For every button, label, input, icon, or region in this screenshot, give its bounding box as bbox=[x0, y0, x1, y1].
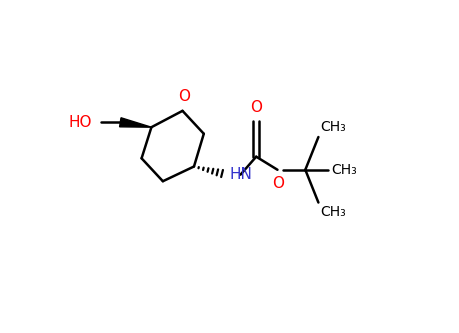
Text: CH₃: CH₃ bbox=[319, 121, 345, 135]
Text: CH₃: CH₃ bbox=[319, 205, 345, 219]
Text: CH₃: CH₃ bbox=[330, 163, 356, 177]
Polygon shape bbox=[119, 118, 151, 127]
Text: HN: HN bbox=[229, 167, 252, 182]
Text: O: O bbox=[178, 89, 190, 104]
Text: O: O bbox=[272, 176, 284, 191]
Text: O: O bbox=[250, 100, 262, 115]
Text: HO: HO bbox=[69, 115, 92, 130]
